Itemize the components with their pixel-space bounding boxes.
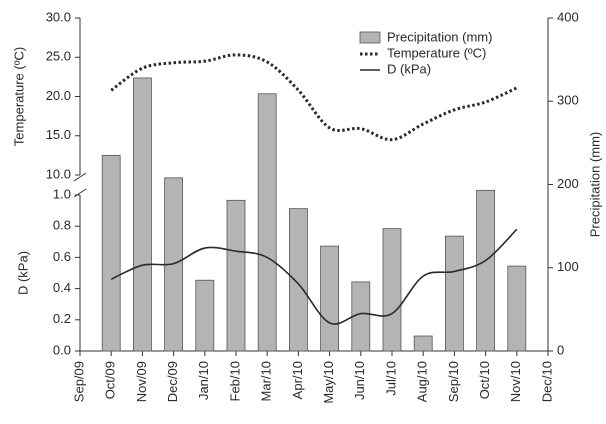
y2-tick-label: 200 — [557, 176, 579, 191]
bar — [195, 279, 215, 352]
x-tick-label: Mar/10 — [259, 361, 274, 401]
x-tick-label: Jul/10 — [383, 361, 398, 396]
y-tick-label: 30.0 — [46, 9, 71, 24]
bar — [101, 154, 121, 352]
x-tick-label: Nov/09 — [134, 361, 149, 402]
x-tick-label: Dec/10 — [539, 361, 554, 402]
x-tick-label: Feb/10 — [227, 361, 242, 401]
bar — [257, 93, 277, 352]
x-tick-label: Oct/09 — [103, 361, 118, 399]
y-tick-label: 1.0 — [53, 186, 71, 201]
y-tick-label: 0.2 — [53, 311, 71, 326]
y-tick-label: 0.4 — [53, 280, 71, 295]
bar — [507, 265, 527, 352]
y2-tick-label: 300 — [557, 93, 579, 108]
bar — [288, 208, 308, 352]
bar — [444, 235, 464, 352]
y-axis-title: D (kPa) — [15, 251, 30, 295]
y-tick-label: 15.0 — [46, 127, 71, 142]
y2-axis-title: Precipitation (mm) — [587, 132, 602, 237]
x-tick-label: Nov/10 — [508, 361, 523, 402]
y2-tick-label: 100 — [557, 259, 579, 274]
x-tick-label: Apr/10 — [290, 361, 305, 399]
y-tick-label: 20.0 — [46, 88, 71, 103]
legend-label: Precipitation (mm) — [387, 29, 492, 44]
x-tick-label: Jan/10 — [196, 361, 211, 400]
line — [110, 228, 518, 325]
bar — [413, 335, 433, 352]
y2-tick-label: 400 — [557, 9, 579, 24]
x-tick-label: May/10 — [321, 361, 336, 404]
bar — [132, 77, 152, 352]
x-tick-label: Aug/10 — [415, 361, 430, 402]
x-tick-label: Sep/10 — [446, 361, 461, 402]
legend-label: D (kPa) — [387, 61, 431, 76]
y-tick-label: 10.0 — [46, 166, 71, 181]
bar — [226, 199, 246, 352]
y-axis-title: Temperature (ºC) — [11, 47, 26, 146]
y-tick-label: 0.0 — [53, 342, 71, 357]
x-tick-label: Sep/09 — [71, 361, 86, 402]
axis-break — [73, 172, 87, 198]
legend-swatch — [359, 31, 381, 44]
legend-label: Temperature (ºC) — [387, 45, 486, 60]
y2-tick-label: 0 — [557, 342, 564, 357]
x-tick-label: Jun/10 — [352, 361, 367, 400]
line — [110, 53, 518, 142]
y-tick-label: 0.8 — [53, 218, 71, 233]
x-tick-label: Oct/10 — [477, 361, 492, 399]
bar — [476, 189, 496, 352]
x-tick-label: Dec/09 — [165, 361, 180, 402]
bar — [320, 245, 340, 352]
y-tick-label: 0.6 — [53, 249, 71, 264]
y-tick-label: 25.0 — [46, 49, 71, 64]
bar — [382, 228, 402, 352]
